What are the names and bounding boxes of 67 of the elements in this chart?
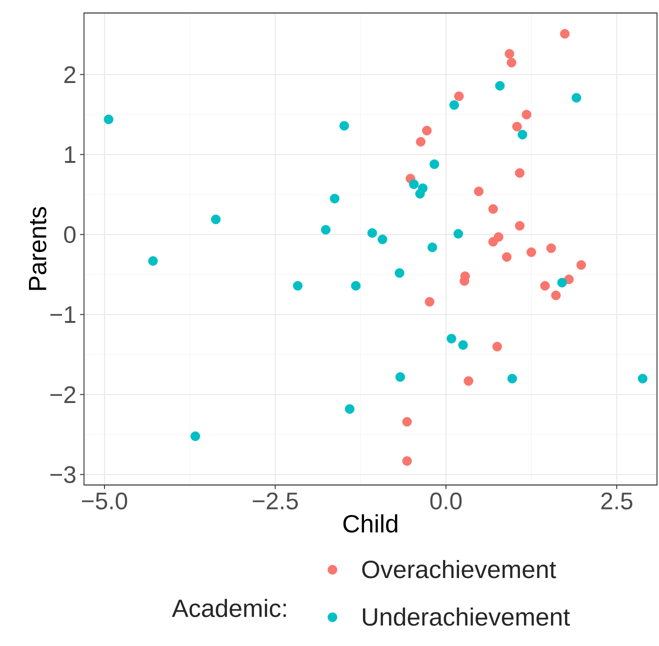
point (495, 81, 505, 91)
point (504, 49, 514, 59)
point (378, 234, 388, 244)
point (507, 374, 518, 384)
point (409, 179, 419, 189)
point (453, 229, 464, 239)
y-tick-label: −1 (50, 306, 76, 323)
x-axis-title: Child (343, 514, 398, 533)
point (551, 290, 561, 300)
point (430, 159, 440, 169)
point (104, 114, 114, 124)
point (526, 247, 536, 257)
point (540, 281, 550, 291)
point (492, 342, 502, 352)
point (464, 376, 474, 386)
legend-label: Overachievement (362, 560, 556, 578)
y-axis-title: Parents (28, 207, 46, 290)
y-tick-label: 0 (64, 226, 76, 244)
point (148, 256, 158, 266)
point (572, 93, 582, 103)
legend-label: Underachievement (362, 608, 570, 626)
point (522, 110, 532, 120)
point (546, 243, 556, 253)
point (560, 29, 570, 39)
point (422, 126, 432, 136)
point (344, 404, 354, 414)
point (190, 431, 200, 441)
x-tick-label: −5.0 (82, 492, 128, 510)
point (367, 228, 378, 238)
point (292, 281, 303, 291)
x-tick-label: 2.5 (601, 492, 632, 510)
y-tick-label: 2 (64, 66, 76, 83)
point (502, 252, 512, 262)
point (506, 58, 516, 68)
point (395, 372, 406, 382)
y-tick-label: −3 (50, 466, 76, 484)
point (351, 281, 361, 291)
point (512, 122, 522, 132)
point (446, 334, 456, 344)
point (514, 221, 525, 231)
legend-title: Academic: (172, 598, 286, 618)
point (576, 260, 586, 270)
point (211, 214, 221, 224)
point (488, 204, 498, 214)
point (458, 340, 468, 350)
point (449, 100, 459, 110)
point (402, 417, 412, 427)
point (415, 189, 425, 199)
point (424, 297, 434, 307)
point (488, 237, 498, 247)
point (474, 186, 484, 196)
point (454, 91, 464, 101)
point (557, 278, 567, 288)
point (428, 242, 438, 252)
point (518, 130, 528, 140)
point (330, 194, 340, 204)
point (416, 137, 426, 147)
point (320, 225, 331, 235)
x-tick-label: −2.5 (252, 492, 298, 510)
point (638, 374, 648, 384)
point (402, 456, 412, 466)
x-tick-label: 0.0 (430, 492, 462, 510)
point (514, 168, 525, 178)
point (339, 121, 350, 131)
point (394, 268, 404, 278)
y-tick-label: −2 (50, 386, 76, 403)
y-tick-label: 1 (65, 146, 76, 163)
